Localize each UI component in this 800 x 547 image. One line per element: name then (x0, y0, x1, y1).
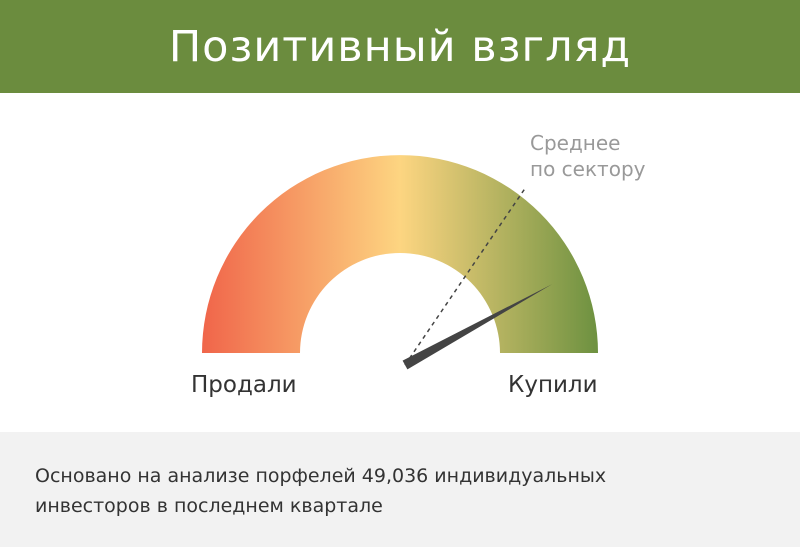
footer-note: Основано на анализе порфелей 49,036 инди… (35, 465, 607, 517)
header-banner: Позитивный взгляд (0, 0, 800, 93)
bought-label: Купили (508, 372, 598, 398)
page-title: Позитивный взгляд (168, 21, 632, 72)
sentiment-gauge (202, 155, 598, 370)
footer: Основано на анализе порфелей 49,036 инди… (0, 432, 800, 547)
gauge-needle (402, 284, 553, 370)
sector-average-label: Среднее по сектору (530, 130, 645, 182)
sold-label: Продали (191, 372, 297, 398)
sector-average-label-line2: по сектору (530, 157, 646, 181)
sector-average-line (404, 186, 527, 366)
gauge-arc (202, 155, 598, 353)
sector-average-label-line1: Среднее (530, 131, 621, 155)
